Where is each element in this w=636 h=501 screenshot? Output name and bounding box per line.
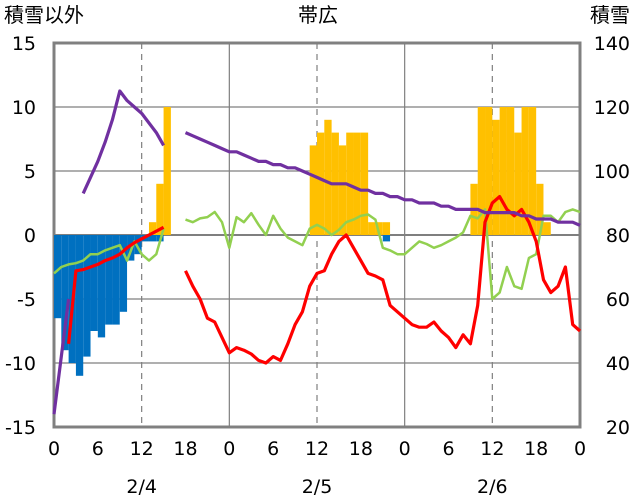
precipitation-bar [338, 145, 347, 235]
chart-title: 帯広 [298, 3, 338, 27]
x-tick-label: 18 [349, 438, 373, 460]
precipitation-bar [514, 132, 522, 235]
x-tick-label: 0 [574, 438, 586, 460]
negative-bars-bar [54, 235, 62, 319]
x-tick-label: 12 [480, 438, 504, 460]
left-tick-label: 10 [12, 97, 36, 119]
right-axis-label: 積雪 [590, 3, 630, 27]
negative-bars-bar [105, 235, 113, 325]
left-tick-label: 5 [24, 161, 36, 183]
precipitation-bar [499, 107, 507, 235]
right-tick-label: 40 [606, 353, 630, 375]
precipitation-bar [163, 107, 171, 235]
left-tick-label: -10 [5, 353, 36, 375]
x-tick-label: 12 [305, 438, 329, 460]
negative-bars-bar [83, 235, 91, 357]
precipitation-bar [506, 107, 515, 235]
x-tick-label: 0 [223, 438, 235, 460]
precipitation-bar [368, 222, 376, 235]
left-axis-label: 積雪以外 [4, 3, 84, 27]
negative-bars-bar [97, 235, 106, 338]
precipitation-bar [375, 222, 383, 235]
precipitation-bar [360, 132, 369, 235]
precipitation-bar [148, 222, 157, 235]
left-tick-label: -5 [17, 289, 36, 311]
right-tick-label: 60 [606, 289, 630, 311]
right-tick-label: 20 [606, 417, 630, 439]
negative-bars-bar [75, 235, 84, 376]
x-tick-label: 6 [267, 438, 279, 460]
right-tick-label: 140 [594, 33, 630, 55]
precipitation-bar [485, 107, 493, 235]
negative-bars-bar [148, 235, 157, 242]
bars [54, 107, 551, 376]
right-tick-label: 80 [606, 225, 630, 247]
x-tick-label: 0 [399, 438, 411, 460]
negative-bars-bar [61, 235, 69, 351]
left-tick-label: 15 [12, 33, 36, 55]
x-tick-label: 0 [48, 438, 60, 460]
date-label: 2/5 [302, 476, 333, 498]
right-tick-label: 120 [594, 97, 630, 119]
precipitation-bar [156, 183, 164, 235]
right-tick-label: 100 [594, 161, 630, 183]
precipitation-bar [477, 107, 486, 235]
precipitation-bar [353, 132, 361, 235]
precipitation-bar [317, 132, 325, 235]
x-tick-label: 12 [130, 438, 154, 460]
negative-bars-bar [134, 235, 142, 255]
x-tick-label: 6 [442, 438, 454, 460]
x-tick-label: 18 [173, 438, 197, 460]
negative-bars-bar [119, 235, 128, 312]
x-tick-label: 6 [92, 438, 104, 460]
negative-bars-bar [112, 235, 120, 325]
secondary-line [53, 208, 581, 301]
precipitation-bar [382, 222, 391, 235]
precipitation-bar [528, 107, 537, 235]
date-label: 2/6 [477, 476, 508, 498]
negative-bars-bar [382, 235, 391, 242]
precipitation-bar [309, 145, 317, 235]
lines [52, 89, 582, 415]
precipitation-bar [536, 183, 544, 235]
negative-bars-bar [90, 235, 98, 331]
precipitation-bar [521, 107, 529, 235]
precipitation-bar [324, 119, 332, 235]
snow-depth-line [52, 89, 581, 415]
date-label: 2/4 [126, 476, 157, 498]
temperature-line [67, 195, 582, 365]
left-tick-label: -15 [5, 417, 36, 439]
left-tick-label: 0 [24, 225, 36, 247]
x-tick-label: 18 [524, 438, 548, 460]
precipitation-bar [492, 119, 500, 235]
precipitation-bar [543, 222, 551, 235]
